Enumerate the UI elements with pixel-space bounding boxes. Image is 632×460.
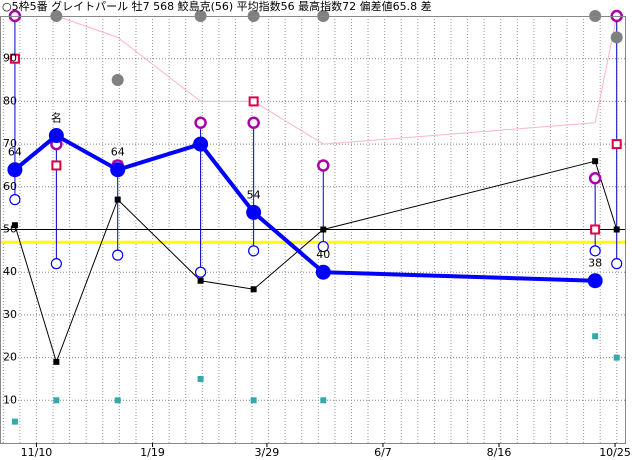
marker — [611, 258, 623, 270]
marker — [50, 258, 62, 270]
marker — [194, 116, 207, 129]
marker — [248, 96, 259, 107]
marker — [112, 249, 124, 261]
x-tick-label: 6/7 — [374, 446, 392, 459]
y-tick-label: 60 — [3, 180, 17, 193]
annotation: 名 — [51, 111, 62, 125]
x-tick-label: 11/10 — [21, 446, 53, 459]
marker — [611, 139, 622, 150]
value-label: 38 — [588, 257, 602, 270]
marker — [11, 222, 18, 229]
marker — [246, 204, 262, 220]
marker — [114, 196, 121, 203]
marker — [248, 245, 260, 257]
marker — [317, 240, 329, 253]
plot-area: 64 64 54 40 38 名 — [0, 9, 625, 443]
y-tick-label: 90 — [3, 52, 17, 65]
marker — [247, 116, 260, 129]
marker — [317, 159, 330, 172]
marker — [111, 74, 124, 87]
marker — [320, 226, 327, 233]
marker — [592, 333, 599, 340]
y-tick-label: 70 — [3, 137, 17, 150]
marker — [194, 266, 207, 278]
x-tick-label: 8/16 — [487, 446, 512, 459]
marker — [7, 162, 23, 178]
x-tick-label: 3/29 — [255, 446, 280, 459]
marker — [11, 418, 18, 425]
marker — [250, 397, 257, 404]
marker — [51, 160, 62, 171]
marker — [197, 375, 204, 382]
y-tick-label: 20 — [3, 351, 17, 364]
marker — [197, 277, 204, 284]
y-tick-label: 80 — [3, 94, 17, 107]
marker — [53, 358, 60, 365]
marker — [315, 264, 331, 280]
y-tick-label: 40 — [3, 265, 17, 278]
chart-title: ○5枠5番 グレイトパール 牡7 568 鮫島克(56) 平均指数56 最高指数… — [2, 0, 432, 13]
y-tick-label: 30 — [3, 308, 17, 321]
marker — [610, 31, 623, 44]
x-tick-label: 10/25 — [599, 446, 631, 459]
marker — [53, 397, 60, 404]
marker — [592, 158, 599, 165]
marker — [110, 162, 126, 178]
marker — [590, 224, 601, 235]
marker — [9, 53, 20, 64]
marker — [613, 354, 620, 361]
plot-border — [0, 16, 626, 444]
x-tick-label: 1/19 — [140, 446, 165, 459]
value-label: 64 — [111, 146, 125, 159]
marker — [613, 226, 620, 233]
marker — [193, 136, 209, 152]
series-line — [14, 160, 618, 364]
y-tick-label: 50 — [3, 223, 17, 236]
value-label: 54 — [247, 188, 261, 201]
marker — [9, 194, 21, 206]
marker — [114, 397, 121, 404]
marker — [250, 286, 257, 293]
value-label: 40 — [316, 248, 330, 261]
value-label: 64 — [8, 146, 22, 159]
marker — [320, 397, 327, 404]
marker — [48, 128, 64, 144]
marker — [587, 273, 603, 289]
marker — [589, 245, 601, 257]
marker — [588, 172, 602, 185]
y-tick-label: 10 — [3, 393, 17, 406]
